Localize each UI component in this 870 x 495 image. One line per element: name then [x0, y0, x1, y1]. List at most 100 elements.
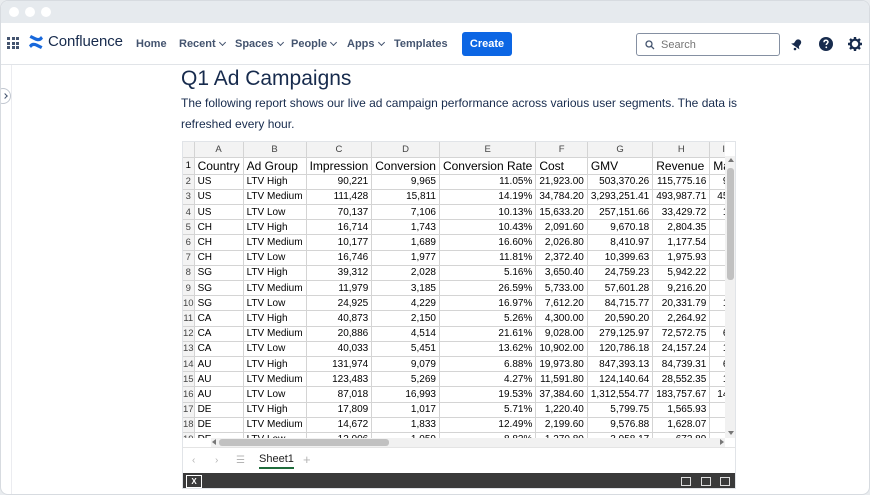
- table-cell[interactable]: 4,514: [371, 326, 440, 342]
- nav-home[interactable]: Home: [136, 38, 167, 50]
- table-cell[interactable]: 9,670.18: [587, 219, 654, 236]
- table-cell[interactable]: 9,028.00: [535, 326, 588, 342]
- table-cell[interactable]: 8.82%: [439, 432, 537, 438]
- table-cell[interactable]: 84,739.31: [652, 356, 711, 373]
- table-cell[interactable]: DE: [194, 402, 244, 418]
- table-cell[interactable]: 16,714: [306, 219, 373, 236]
- table-cell[interactable]: 146: [709, 386, 725, 403]
- nav-apps[interactable]: Apps: [347, 38, 385, 50]
- table-cell[interactable]: 12.49%: [439, 417, 537, 433]
- row-number[interactable]: 5: [183, 219, 195, 236]
- table-cell[interactable]: 28,552.35: [652, 371, 711, 388]
- table-cell[interactable]: LTV Low: [243, 386, 307, 403]
- header-cell[interactable]: Ad Group: [243, 157, 307, 175]
- row-number[interactable]: 8: [183, 265, 195, 282]
- table-cell[interactable]: CA: [194, 341, 244, 357]
- table-cell[interactable]: 5.26%: [439, 310, 537, 327]
- table-cell[interactable]: LTV High: [243, 356, 307, 373]
- table-cell[interactable]: 1,017: [371, 402, 440, 418]
- nav-recent[interactable]: Recent: [179, 38, 226, 50]
- table-cell[interactable]: 26.59%: [439, 280, 537, 297]
- table-cell[interactable]: 19,973.80: [535, 356, 588, 373]
- row-number[interactable]: 4: [183, 204, 195, 221]
- table-cell[interactable]: 2,026.80: [535, 234, 588, 251]
- table-cell[interactable]: 11,979: [306, 280, 373, 297]
- header-cell[interactable]: Mar: [709, 157, 725, 175]
- table-cell[interactable]: 3: [709, 280, 725, 297]
- table-cell[interactable]: 2,028: [371, 265, 440, 282]
- table-cell[interactable]: 9,216.20: [652, 280, 711, 297]
- vertical-scrollbar[interactable]: [725, 156, 735, 438]
- table-cell[interactable]: 40,033: [306, 341, 373, 357]
- table-cell[interactable]: 6.88%: [439, 356, 537, 373]
- row-number[interactable]: 3: [183, 189, 195, 206]
- table-cell[interactable]: CA: [194, 326, 244, 342]
- table-cell[interactable]: 87,018: [306, 386, 373, 403]
- column-header[interactable]: A: [194, 142, 244, 158]
- table-cell[interactable]: 33,429.72: [652, 204, 711, 221]
- table-cell[interactable]: LTV Medium: [243, 371, 307, 388]
- header-cell[interactable]: Impression: [306, 157, 373, 175]
- table-cell[interactable]: 90,221: [306, 174, 373, 190]
- table-cell[interactable]: 11.81%: [439, 250, 537, 266]
- table-cell[interactable]: 459: [709, 189, 725, 206]
- table-cell[interactable]: 1,975.93: [652, 250, 711, 266]
- table-cell[interactable]: 13: [709, 341, 725, 357]
- sheet-tab[interactable]: Sheet1: [259, 453, 294, 469]
- table-cell[interactable]: 39,312: [306, 265, 373, 282]
- table-cell[interactable]: 10,902.00: [535, 341, 588, 357]
- table-cell[interactable]: 2,199.60: [535, 417, 588, 433]
- window-maximize-dot[interactable]: [41, 7, 51, 17]
- sheet-list-icon[interactable]: ☰: [236, 455, 245, 466]
- table-cell[interactable]: 5.71%: [439, 402, 537, 418]
- table-cell[interactable]: 84,715.77: [587, 295, 654, 312]
- table-cell[interactable]: 4.27%: [439, 371, 537, 388]
- table-cell[interactable]: LTV Low: [243, 204, 307, 221]
- table-cell[interactable]: DE: [194, 417, 244, 433]
- table-cell[interactable]: LTV High: [243, 219, 307, 236]
- table-cell[interactable]: 257,151.66: [587, 204, 654, 221]
- row-number[interactable]: 14: [183, 356, 195, 373]
- table-cell[interactable]: 503,370.26: [587, 174, 654, 190]
- table-cell[interactable]: 2,150: [371, 310, 440, 327]
- table-cell[interactable]: 19.53%: [439, 386, 537, 403]
- row-number[interactable]: 11: [183, 310, 195, 327]
- table-cell[interactable]: 16,746: [306, 250, 373, 266]
- table-cell[interactable]: 2,091.60: [535, 219, 588, 236]
- row-number[interactable]: 7: [183, 250, 195, 266]
- table-cell[interactable]: 20,886: [306, 326, 373, 342]
- table-cell[interactable]: 12,006: [306, 432, 373, 438]
- table-cell[interactable]: [709, 219, 725, 236]
- table-cell[interactable]: 493,987.71: [652, 189, 711, 206]
- table-cell[interactable]: 11.05%: [439, 174, 537, 190]
- table-cell[interactable]: 1,689: [371, 234, 440, 251]
- horizontal-scroll-thumb[interactable]: [219, 439, 389, 446]
- row-number[interactable]: 9: [183, 280, 195, 297]
- table-cell[interactable]: 2,264.92: [652, 310, 711, 327]
- table-cell[interactable]: 847,393.13: [587, 356, 654, 373]
- table-cell[interactable]: LTV High: [243, 402, 307, 418]
- table-cell[interactable]: 17,809: [306, 402, 373, 418]
- table-cell[interactable]: LTV High: [243, 265, 307, 282]
- table-cell[interactable]: 5,942.22: [652, 265, 711, 282]
- header-cell[interactable]: Conversion: [371, 157, 440, 175]
- table-cell[interactable]: 24,157.24: [652, 341, 711, 357]
- table-cell[interactable]: -: [709, 432, 725, 438]
- table-cell[interactable]: US: [194, 204, 244, 221]
- settings-icon[interactable]: [847, 36, 863, 52]
- table-cell[interactable]: 111,428: [306, 189, 373, 206]
- table-cell[interactable]: DE: [194, 432, 244, 438]
- nav-people[interactable]: People: [291, 38, 338, 50]
- table-cell[interactable]: US: [194, 174, 244, 190]
- table-cell[interactable]: 3,185: [371, 280, 440, 297]
- search-box[interactable]: [636, 33, 780, 56]
- search-input[interactable]: [661, 38, 771, 51]
- prev-sheet-icon[interactable]: ‹: [192, 455, 196, 466]
- table-cell[interactable]: 1,270.80: [535, 432, 588, 438]
- add-sheet-icon[interactable]: +: [303, 452, 311, 467]
- table-cell[interactable]: SG: [194, 265, 244, 282]
- table-cell[interactable]: 15,633.20: [535, 204, 588, 221]
- table-cell[interactable]: 20,331.79: [652, 295, 711, 312]
- table-cell[interactable]: 1,565.93: [652, 402, 711, 418]
- row-number[interactable]: 19: [183, 432, 195, 438]
